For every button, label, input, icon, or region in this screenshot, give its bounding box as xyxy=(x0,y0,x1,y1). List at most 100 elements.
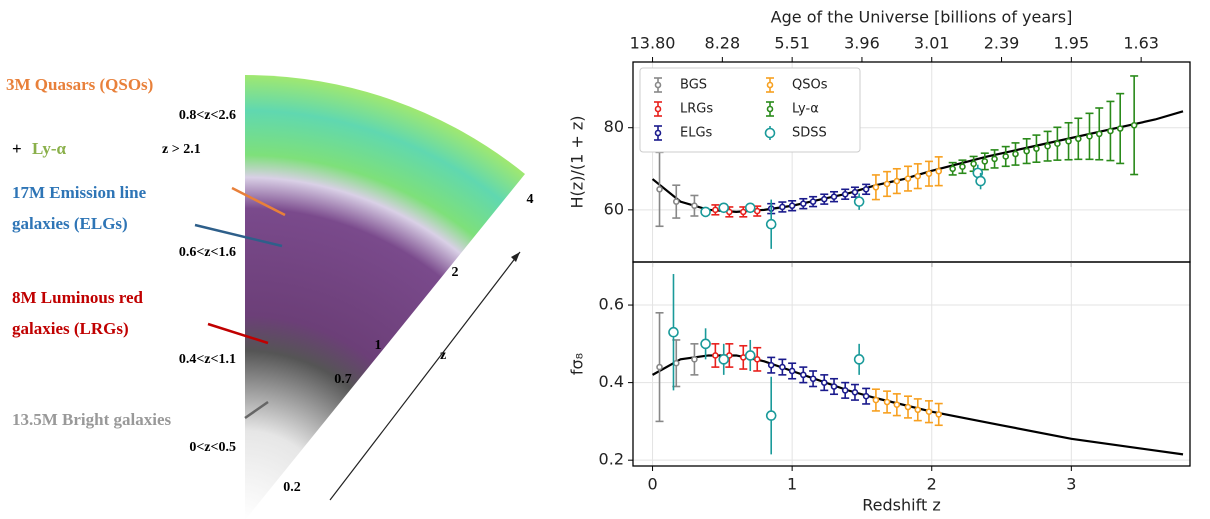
marker xyxy=(753,207,761,215)
z-arrowhead xyxy=(511,252,520,262)
z-axis xyxy=(329,251,521,501)
elg-range: 0.6<z<1.6 xyxy=(179,245,236,260)
z-tick: 4 xyxy=(527,192,534,207)
y-tick-label: 0.4 xyxy=(599,372,624,391)
marker xyxy=(656,363,663,371)
x2-tick-label: 5.51 xyxy=(774,34,810,53)
qso-arrow xyxy=(231,186,286,217)
cone-sector xyxy=(245,74,525,519)
marker xyxy=(700,206,711,218)
marker xyxy=(893,401,901,409)
marker xyxy=(1012,150,1019,158)
marker xyxy=(739,208,747,216)
marker xyxy=(800,200,807,207)
legend-label: QSOs xyxy=(792,78,828,93)
lrg-range: 0.4<z<1.1 xyxy=(179,352,236,367)
marker xyxy=(765,218,777,230)
marker xyxy=(1002,153,1010,160)
qso-label: 3M Quasars (QSOs) xyxy=(6,75,153,94)
z-tick: 1 xyxy=(375,338,382,353)
marker xyxy=(1086,133,1093,140)
y-tick-label: 0.2 xyxy=(599,450,624,469)
marker xyxy=(830,193,838,201)
marker xyxy=(925,170,933,178)
marker xyxy=(959,163,966,171)
x2-tick-label: 13.80 xyxy=(630,34,676,53)
marker xyxy=(700,338,711,350)
marker xyxy=(935,411,943,418)
marker xyxy=(1065,137,1072,145)
marker xyxy=(975,175,986,187)
z-tick: 2 xyxy=(452,265,459,280)
marker xyxy=(1033,145,1040,152)
legend-label: Ly-α xyxy=(792,102,819,117)
marker xyxy=(668,326,679,338)
x-tick-label: 0 xyxy=(647,475,657,494)
legend-swatch xyxy=(654,129,662,137)
marker xyxy=(935,167,943,175)
x2-tick-label: 2.39 xyxy=(984,34,1020,53)
x-tick-label: 3 xyxy=(1066,475,1076,494)
marker xyxy=(925,408,933,416)
marker xyxy=(851,389,859,396)
marker xyxy=(779,363,786,371)
marker xyxy=(981,158,989,165)
z-axis-label: z xyxy=(440,348,446,363)
marker xyxy=(1116,125,1124,132)
marker xyxy=(820,195,828,203)
x2-tick-label: 8.28 xyxy=(705,34,741,53)
y-tick-label: 60 xyxy=(604,199,624,218)
marker xyxy=(872,396,880,404)
marker xyxy=(1023,147,1030,155)
marker xyxy=(949,165,956,173)
x2-tick-label: 3.01 xyxy=(914,34,950,53)
z-tick: 0.7 xyxy=(334,372,352,387)
marker xyxy=(841,190,849,198)
marker xyxy=(904,175,912,182)
marker xyxy=(788,367,796,375)
elg-label: 17M Emission line xyxy=(12,183,147,202)
marker xyxy=(841,387,849,394)
marker xyxy=(893,177,901,185)
marker xyxy=(1095,130,1103,138)
legend-swatch xyxy=(654,105,662,113)
marker xyxy=(718,202,730,214)
legend-swatch xyxy=(766,81,774,89)
marker xyxy=(744,202,756,214)
legend-label: BGS xyxy=(680,78,707,93)
survey-cone xyxy=(194,74,525,519)
marker xyxy=(904,403,912,411)
marker xyxy=(830,383,838,390)
marker xyxy=(744,350,756,361)
lrg-label: galaxies (LRGs) xyxy=(12,319,129,338)
bgs-range: 0<z<0.5 xyxy=(189,440,236,455)
marker xyxy=(718,354,730,365)
marker xyxy=(914,172,922,180)
marker xyxy=(970,160,977,168)
marker xyxy=(691,356,698,363)
y-tick-label: 0.6 xyxy=(599,295,624,314)
marker xyxy=(779,203,786,211)
marker xyxy=(809,198,817,205)
x2-axis-label: Age of the Universe [billions of years] xyxy=(771,8,1073,27)
marker xyxy=(872,183,880,191)
marker xyxy=(691,202,698,210)
marker xyxy=(672,359,680,367)
y-tick-label: 80 xyxy=(604,117,624,136)
legend-swatch xyxy=(654,81,662,89)
elg-label: galaxies (ELGs) xyxy=(12,214,128,233)
marker xyxy=(851,188,859,196)
marker xyxy=(765,410,777,421)
marker xyxy=(767,361,775,369)
marker xyxy=(820,379,828,386)
lrg-label: 8M Luminous red xyxy=(12,288,144,307)
legend-label: LRGs xyxy=(680,102,713,117)
lrg-arrow xyxy=(207,322,269,345)
marker xyxy=(1107,127,1114,135)
lya-label: Ly-α xyxy=(32,139,67,158)
marker xyxy=(853,354,865,365)
z-tick: 0.2 xyxy=(283,480,301,495)
marker xyxy=(800,371,807,379)
